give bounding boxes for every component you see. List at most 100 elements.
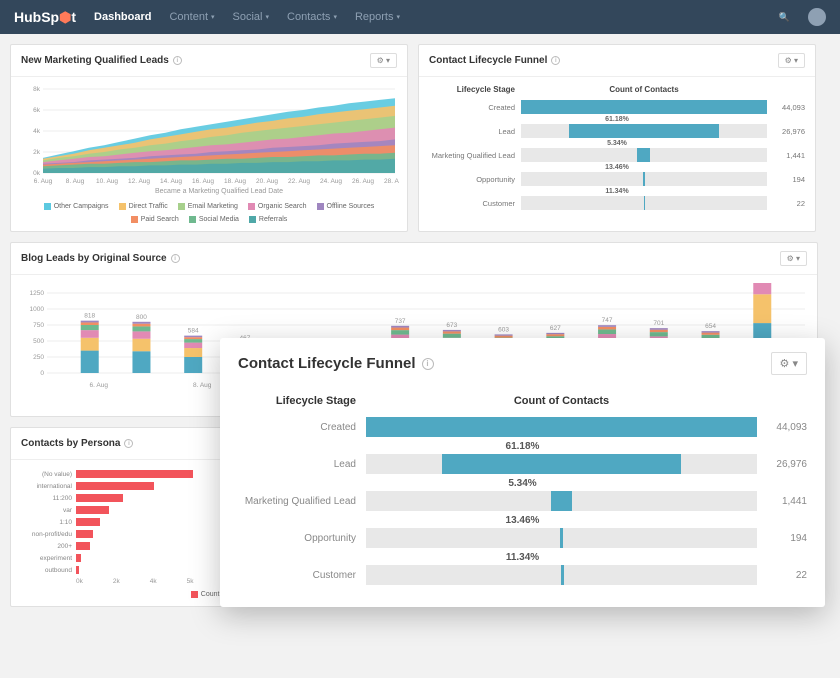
persona-bar <box>76 494 123 502</box>
svg-text:800: 800 <box>136 314 147 321</box>
svg-text:24. Aug: 24. Aug <box>320 178 342 185</box>
gear-button[interactable]: ⚙ ▾ <box>778 53 805 68</box>
svg-text:4k: 4k <box>33 128 41 135</box>
funnel-count: 26,976 <box>757 459 807 470</box>
info-icon[interactable]: i <box>173 56 182 65</box>
legend-item: Social Media <box>189 216 239 223</box>
svg-text:2k: 2k <box>33 149 41 156</box>
funnel-stage-label: Created <box>429 103 521 112</box>
svg-text:250: 250 <box>33 354 44 361</box>
legend-item: Paid Search <box>131 216 179 223</box>
nav-item-content[interactable]: Content ▾ <box>169 11 214 23</box>
funnel-pct: 11.34% <box>238 552 807 563</box>
funnel-count: 44,093 <box>757 422 807 433</box>
logo-text-2: t <box>71 9 76 25</box>
svg-text:0: 0 <box>40 370 44 377</box>
funnel-stage-label: Marketing Qualified Lead <box>429 151 521 160</box>
svg-text:6. Aug: 6. Aug <box>90 382 109 389</box>
funnel-pct: 61.18% <box>238 441 807 452</box>
funnel-stage-label: Opportunity <box>238 533 366 544</box>
logo-text: HubSp <box>14 9 59 25</box>
legend-item: Offline Sources <box>317 203 375 210</box>
persona-label: (No value) <box>21 471 76 478</box>
funnel-row: Opportunity 194 <box>238 528 807 548</box>
gear-button[interactable]: ⚙ ▾ <box>780 251 807 266</box>
funnel-pct: 13.46% <box>238 515 807 526</box>
funnel-count: 22 <box>757 570 807 581</box>
svg-text:627: 627 <box>550 325 561 332</box>
persona-bar <box>76 530 93 538</box>
funnel-count: 44,093 <box>767 103 805 112</box>
svg-text:12. Aug: 12. Aug <box>128 178 150 185</box>
legend-item: Other Campaigns <box>44 203 109 210</box>
mql-area-chart: 8k6k4k2k0k6. Aug8. Aug10. Aug12. Aug14. … <box>21 85 399 195</box>
info-icon[interactable]: i <box>551 56 560 65</box>
nav-item-reports[interactable]: Reports ▾ <box>355 11 400 23</box>
nav-item-social[interactable]: Social ▾ <box>233 11 269 23</box>
avatar-icon[interactable] <box>808 8 826 26</box>
persona-bar <box>76 470 193 478</box>
funnel-stage-label: Customer <box>238 570 366 581</box>
legend-item: Email Marketing <box>178 203 238 210</box>
card-title-blog: Blog Leads by Original Sourcei <box>21 253 180 264</box>
svg-text:8. Aug: 8. Aug <box>66 178 85 185</box>
svg-text:6k: 6k <box>33 107 41 114</box>
funnel-count: 26,976 <box>767 127 805 136</box>
funnel-pct: 5.34% <box>238 478 807 489</box>
svg-text:18. Aug: 18. Aug <box>224 178 246 185</box>
funnel-stage-label: Lead <box>238 459 366 470</box>
card-title-funnel: Contact Lifecycle Funneli <box>429 55 560 66</box>
persona-label: var <box>21 507 76 514</box>
svg-text:737: 737 <box>395 318 406 325</box>
svg-text:1250: 1250 <box>30 290 45 297</box>
logo[interactable]: HubSp⬢t <box>14 9 76 26</box>
funnel-count: 194 <box>757 533 807 544</box>
funnel-row: Opportunity 194 <box>429 172 805 186</box>
funnel-stage-label: Customer <box>429 199 521 208</box>
svg-text:701: 701 <box>653 320 664 327</box>
funnel-pct: 5.34% <box>429 140 805 147</box>
funnel-row: Lead 26,976 <box>429 124 805 138</box>
funnel-count: 1,441 <box>767 151 805 160</box>
funnel-pct: 13.46% <box>429 164 805 171</box>
svg-text:8k: 8k <box>33 86 41 93</box>
svg-text:8. Aug: 8. Aug <box>193 382 212 389</box>
info-icon[interactable]: i <box>422 358 434 370</box>
svg-text:14. Aug: 14. Aug <box>160 178 182 185</box>
nav-item-contacts[interactable]: Contacts ▾ <box>287 11 337 23</box>
funnel-stage-label: Opportunity <box>429 175 521 184</box>
nav-item-dashboard[interactable]: Dashboard <box>94 11 151 23</box>
svg-text:747: 747 <box>602 317 613 324</box>
funnel-row: Marketing Qualified Lead 1,441 <box>238 491 807 511</box>
info-icon[interactable]: i <box>124 439 133 448</box>
svg-text:500: 500 <box>33 338 44 345</box>
legend-item: Organic Search <box>248 203 307 210</box>
overlay-header-stage: Lifecycle Stage <box>238 395 366 407</box>
search-icon[interactable]: 🔍 <box>779 12 790 23</box>
persona-bar <box>76 566 79 574</box>
svg-text:1000: 1000 <box>30 306 45 313</box>
funnel-row: Marketing Qualified Lead 1,441 <box>429 148 805 162</box>
svg-text:0k: 0k <box>33 170 41 177</box>
gear-button[interactable]: ⚙ ▾ <box>370 53 397 68</box>
mql-legend: Other CampaignsDirect TrafficEmail Marke… <box>21 203 397 223</box>
card-funnel: Contact Lifecycle Funneli ⚙ ▾ Lifecycle … <box>418 44 816 232</box>
card-title-mql: New Marketing Qualified Leadsi <box>21 55 182 66</box>
gear-button[interactable]: ⚙ ▾ <box>771 352 807 375</box>
funnel-pct: 61.18% <box>429 116 805 123</box>
info-icon[interactable]: i <box>171 254 180 263</box>
persona-bar <box>76 542 90 550</box>
funnel-header-stage: Lifecycle Stage <box>429 85 521 94</box>
overlay-funnel-chart: Created 44,093 61.18% Lead 26,976 5.34% Ma… <box>238 417 807 585</box>
funnel-row: Created 44,093 <box>238 417 807 437</box>
top-nav: HubSp⬢t Dashboard Content ▾ Social ▾ Contac… <box>0 0 840 34</box>
persona-label: 1:10 <box>21 519 76 526</box>
svg-text:584: 584 <box>188 328 199 335</box>
svg-text:28. Aug: 28. Aug <box>384 178 399 185</box>
overlay-header-count: Count of Contacts <box>366 395 757 407</box>
funnel-stage-label: Marketing Qualified Lead <box>238 496 366 507</box>
svg-text:750: 750 <box>33 322 44 329</box>
persona-label: 11:200 <box>21 495 76 502</box>
svg-text:26. Aug: 26. Aug <box>352 178 374 185</box>
persona-label: international <box>21 483 76 490</box>
